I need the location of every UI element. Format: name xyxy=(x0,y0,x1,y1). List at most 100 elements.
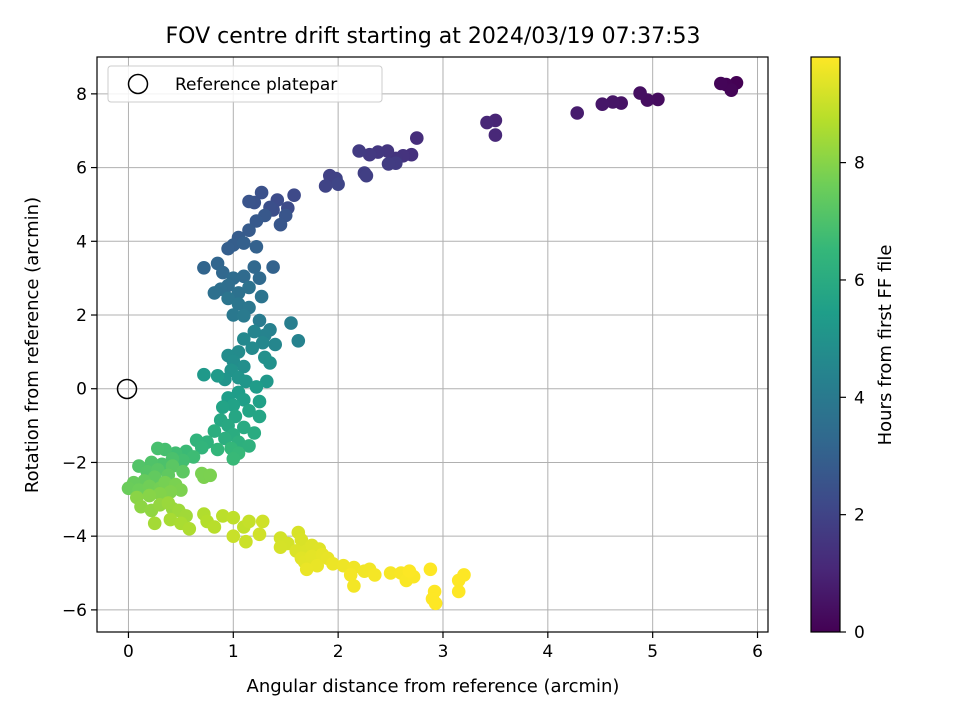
data-point xyxy=(266,260,280,274)
data-point xyxy=(207,286,222,300)
data-point xyxy=(134,499,148,514)
data-point xyxy=(252,394,267,409)
data-point xyxy=(237,420,251,435)
data-point xyxy=(237,332,251,346)
data-point xyxy=(252,527,267,542)
x-tick-label: 1 xyxy=(228,642,239,662)
reference-platepar-marker xyxy=(116,378,138,400)
y-tick-label: 2 xyxy=(76,306,87,326)
data-point xyxy=(651,92,665,107)
x-tick-label: 3 xyxy=(438,642,449,662)
data-point xyxy=(245,341,259,356)
data-point xyxy=(252,409,267,424)
colorbar-tick-label: 8 xyxy=(854,154,865,174)
data-point xyxy=(121,481,136,496)
data-point xyxy=(606,95,620,109)
x-tick-label: 0 xyxy=(123,642,134,662)
data-point xyxy=(182,522,197,536)
legend-box xyxy=(107,65,383,103)
x-tick-label: 6 xyxy=(752,642,763,662)
data-point xyxy=(242,439,256,453)
y-tick-label: 4 xyxy=(76,232,87,252)
data-point xyxy=(226,529,241,543)
data-point xyxy=(176,453,190,468)
data-point xyxy=(362,147,377,162)
legend-marker-icon xyxy=(127,73,149,95)
data-point xyxy=(273,540,288,554)
data-point xyxy=(237,359,251,374)
colorbar-tick-label: 0 xyxy=(854,623,865,643)
data-point xyxy=(291,334,306,348)
data-point xyxy=(383,566,398,580)
data-point xyxy=(570,106,584,120)
data-point xyxy=(216,509,230,523)
data-point xyxy=(174,483,188,497)
data-point xyxy=(252,313,267,328)
data-point xyxy=(226,452,241,466)
data-point xyxy=(151,441,165,456)
data-point xyxy=(402,564,417,578)
data-point xyxy=(457,568,471,582)
data-point xyxy=(216,265,230,280)
data-point xyxy=(153,487,167,501)
data-point xyxy=(423,562,438,577)
data-point xyxy=(242,223,256,237)
data-point xyxy=(242,280,256,295)
data-point xyxy=(231,286,246,300)
data-point xyxy=(381,157,396,171)
data-point xyxy=(161,496,176,510)
data-point xyxy=(254,185,269,200)
data-point xyxy=(249,380,264,394)
data-point xyxy=(488,128,503,142)
y-tick-label: −4 xyxy=(62,527,87,547)
colorbar-label: Hours from first FF file xyxy=(875,245,896,446)
data-point xyxy=(428,596,443,611)
data-point xyxy=(595,97,610,111)
data-point xyxy=(163,485,178,499)
data-point xyxy=(210,369,225,383)
x-axis-label: Angular distance from reference (arcmin) xyxy=(247,676,620,697)
data-point xyxy=(331,177,345,191)
data-point xyxy=(203,468,217,483)
data-point xyxy=(231,297,246,311)
legend-label: Reference platepar xyxy=(175,75,337,95)
grid xyxy=(97,57,768,632)
data-point xyxy=(249,214,264,228)
colorbar-tick-label: 6 xyxy=(854,271,865,291)
chart-title: FOV centre drift starting at 2024/03/19 … xyxy=(166,24,701,49)
data-point xyxy=(221,291,235,306)
data-point xyxy=(326,557,340,571)
y-tick-label: −6 xyxy=(62,601,87,621)
data-point xyxy=(249,240,264,254)
data-point xyxy=(451,584,466,599)
data-point xyxy=(347,579,361,593)
data-point xyxy=(273,217,288,232)
y-tick-label: 0 xyxy=(76,380,87,400)
x-axis-ticks: 0 1 2 3 4 5 6 xyxy=(123,632,763,662)
data-point xyxy=(633,86,647,100)
y-tick-label: 6 xyxy=(76,159,87,179)
y-axis-label: Rotation from reference (arcmin) xyxy=(22,197,43,493)
data-point xyxy=(247,426,262,440)
data-point xyxy=(186,450,201,464)
data-point xyxy=(226,398,241,413)
data-point xyxy=(216,400,230,415)
data-point xyxy=(352,144,366,158)
plot-frame xyxy=(96,56,769,633)
data-point xyxy=(359,168,374,183)
data-point xyxy=(210,442,225,457)
data-point xyxy=(147,516,162,531)
colorbar-ticks: 0 2 4 6 8 xyxy=(840,154,865,643)
data-point xyxy=(318,179,333,193)
x-tick-label: 2 xyxy=(333,642,344,662)
data-point xyxy=(255,514,270,529)
data-point xyxy=(237,269,251,284)
data-point xyxy=(221,241,235,256)
data-point xyxy=(724,83,739,97)
data-point xyxy=(197,261,211,275)
data-point xyxy=(228,409,243,424)
y-tick-label: 8 xyxy=(76,85,87,105)
data-point xyxy=(237,309,251,323)
